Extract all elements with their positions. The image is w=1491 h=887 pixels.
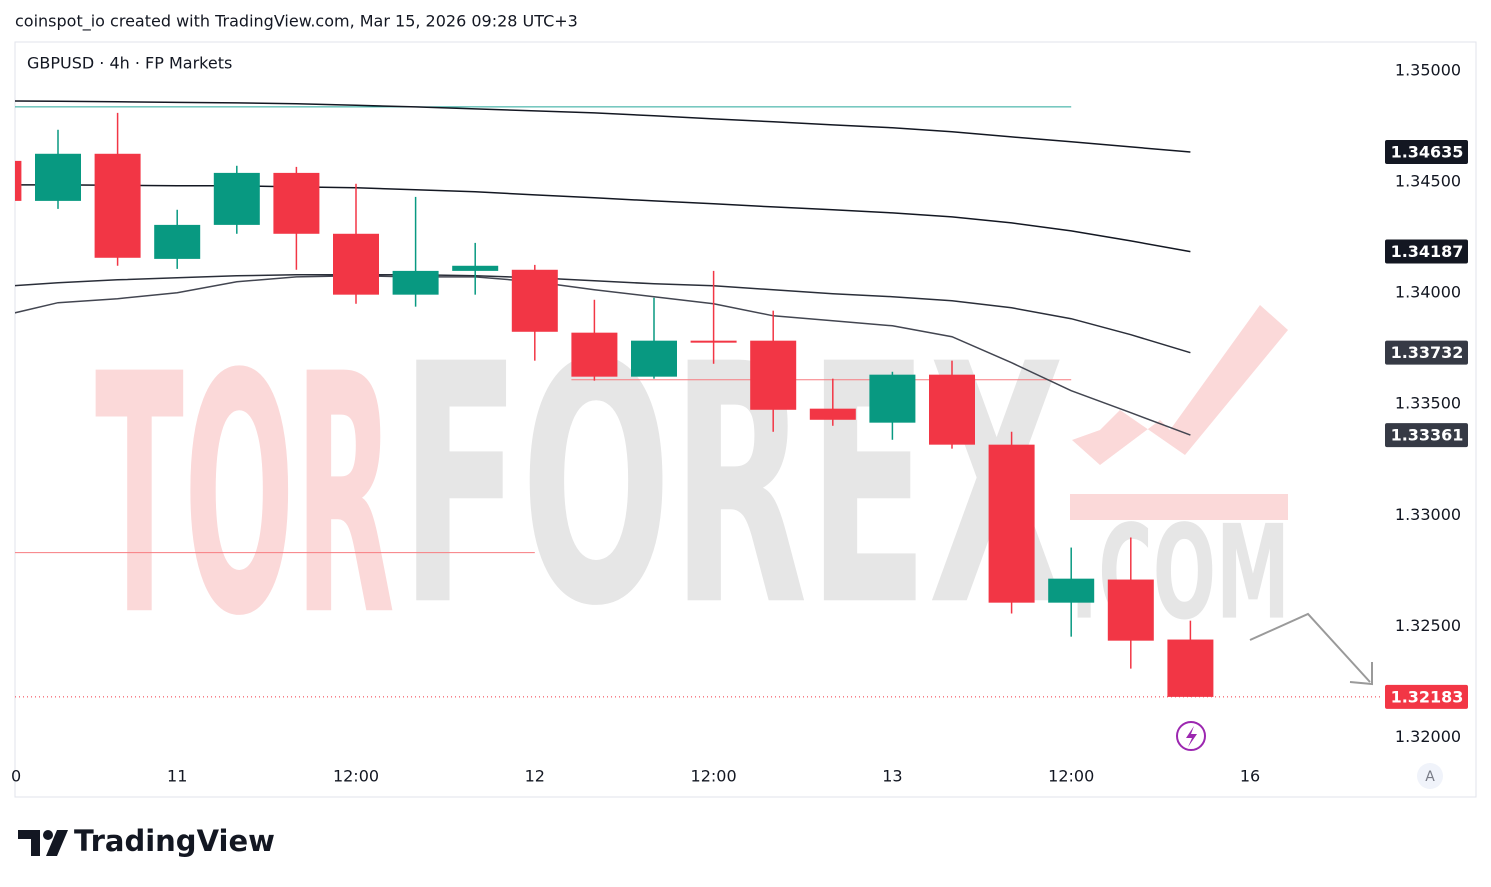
candle-body	[35, 153, 81, 201]
candle-body	[631, 340, 677, 377]
close-price-badge-bg	[1385, 684, 1468, 709]
y-tick-label: 1.33000	[1395, 505, 1461, 524]
candle-body	[750, 340, 797, 410]
candle-body	[1167, 639, 1214, 697]
watermark-part: .COM	[1070, 497, 1290, 649]
candle-body	[1107, 579, 1154, 641]
ma-price-badge-bg	[1385, 140, 1468, 164]
x-tick-label: 11	[167, 767, 187, 786]
arrow-head	[1349, 662, 1373, 686]
chart-title: GBPUSD · 4h · FP Markets	[27, 54, 232, 73]
projection-arrow	[1249, 612, 1373, 686]
close-price-badge: 1.32183	[1391, 687, 1464, 706]
header: coinspot_io created with TradingView.com…	[15, 12, 578, 32]
moving-average	[15, 184, 1191, 253]
x-tick-label: 12:00	[691, 767, 737, 786]
watermark-logo	[1072, 305, 1288, 465]
x-tick-label: 12:00	[1048, 767, 1094, 786]
x-tick-label: 12:00	[333, 767, 379, 786]
watermark-part: FOREX	[400, 294, 1065, 678]
y-tick-label: 1.33500	[1395, 394, 1461, 413]
candle-body	[333, 233, 379, 295]
y-tick-label: 1.34500	[1395, 172, 1461, 191]
x-tick-label: 12	[525, 767, 545, 786]
scale-button[interactable]: A	[1425, 769, 1435, 785]
candle-body	[809, 408, 856, 420]
ma-price-badge: 1.33361	[1391, 426, 1464, 445]
moving-average	[15, 275, 1191, 436]
candle-body	[1048, 578, 1095, 603]
candle-body	[452, 265, 499, 271]
candle-body	[690, 340, 737, 343]
ma-price-badge-bg	[1385, 340, 1468, 365]
chart-frame	[14, 41, 1477, 798]
candle-body	[15, 160, 22, 201]
candle-body	[154, 224, 201, 259]
watermark: TOR FOREX .COM	[95, 294, 1290, 688]
y-tick-label: 1.35000	[1395, 60, 1461, 79]
tradingview-logo: TradingView	[18, 824, 275, 858]
candle-body	[511, 269, 558, 332]
lightning-icon	[1176, 721, 1206, 751]
ma-price-badge: 1.33732	[1391, 343, 1464, 362]
moving-average	[15, 100, 1191, 153]
ma-price-badge: 1.34187	[1391, 242, 1464, 261]
x-tick-label: 13	[882, 767, 902, 786]
y-tick-label: 1.34000	[1395, 283, 1461, 302]
candle-body	[988, 444, 1035, 603]
candle-body	[392, 270, 439, 295]
candle-body	[273, 172, 320, 234]
ma-price-badge: 1.34635	[1391, 143, 1464, 162]
scale-button-bg[interactable]	[1417, 763, 1443, 789]
candle-body	[213, 172, 260, 225]
watermark-part: TOR	[95, 304, 395, 688]
candle-body	[571, 332, 618, 377]
ma-price-badge-bg	[1385, 239, 1468, 264]
watermark-bar	[1070, 494, 1288, 520]
x-tick-label: 0	[11, 767, 21, 786]
arrow-line	[1249, 612, 1371, 683]
candle-body	[869, 374, 916, 423]
candle-body	[94, 153, 141, 258]
plot-area	[15, 100, 1380, 698]
candle-body	[929, 374, 975, 445]
logo-text: TradingView	[74, 824, 275, 858]
moving-average	[15, 273, 1191, 354]
y-tick-label: 1.32500	[1395, 616, 1461, 635]
x-tick-label: 16	[1240, 767, 1260, 786]
ma-price-badge-bg	[1385, 423, 1468, 448]
y-tick-label: 1.32000	[1395, 727, 1461, 746]
